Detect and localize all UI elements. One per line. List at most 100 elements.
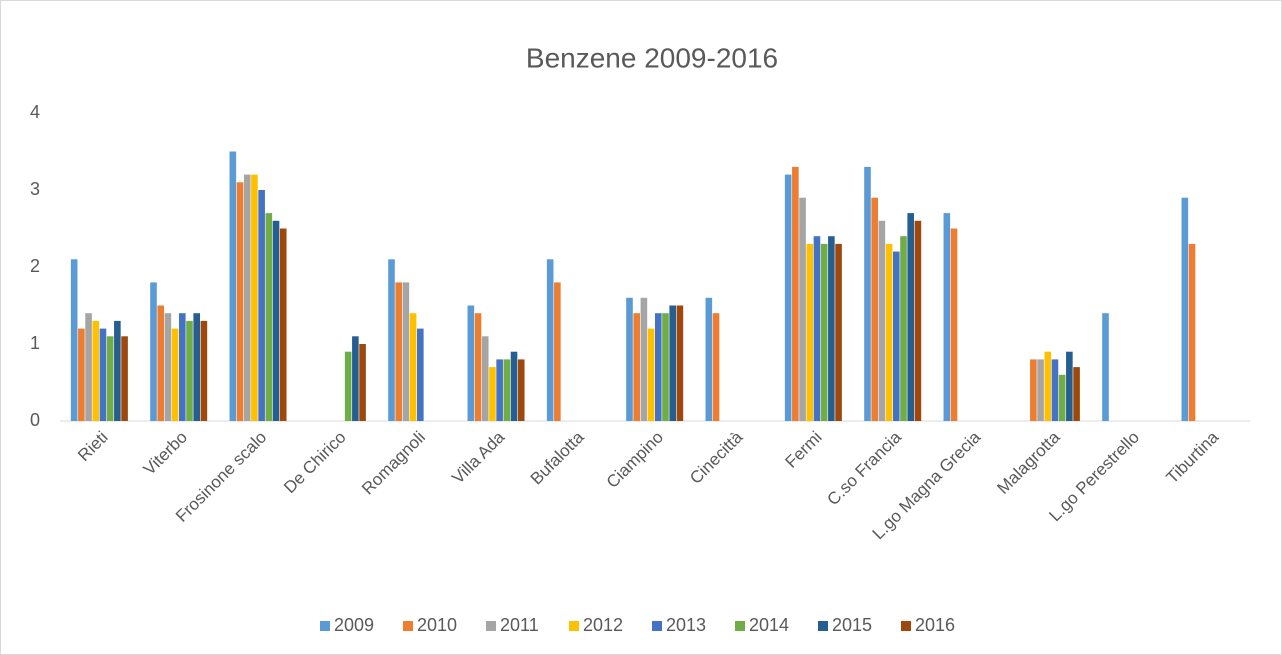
bar: [402, 282, 410, 421]
bar: [409, 313, 417, 421]
bar: [193, 313, 200, 421]
legend-swatch: [652, 621, 662, 631]
bar: [705, 297, 713, 421]
bar: [1188, 243, 1196, 421]
bar: [157, 305, 164, 421]
bar: [1051, 359, 1059, 421]
legend-swatch: [818, 621, 828, 631]
bar: [517, 359, 525, 421]
y-tick-label: 3: [30, 179, 40, 199]
legend-swatch: [486, 621, 496, 631]
bar: [179, 313, 186, 421]
bar: [914, 220, 922, 421]
bar: [820, 243, 828, 421]
bar: [655, 313, 662, 421]
bar: [121, 336, 128, 421]
legend-label: 2010: [417, 615, 457, 635]
legend-label: 2015: [832, 615, 872, 635]
legend-label: 2014: [749, 615, 789, 635]
bar: [885, 243, 893, 421]
bar: [878, 220, 886, 421]
bar: [669, 305, 676, 421]
bar: [1037, 359, 1044, 421]
legend-swatch: [901, 621, 911, 631]
bar: [279, 228, 287, 421]
bar: [893, 251, 900, 421]
bar: [792, 166, 799, 421]
legend-swatch: [569, 621, 579, 631]
legend-swatch: [735, 621, 745, 631]
bar: [164, 313, 172, 421]
bar: [813, 236, 821, 421]
bar: [489, 367, 496, 421]
bar: [352, 336, 359, 421]
y-tick-label: 1: [30, 333, 40, 353]
bar: [99, 328, 107, 421]
legend-label: 2013: [666, 615, 706, 635]
bar: [1058, 374, 1066, 421]
bar: [229, 151, 237, 421]
bar: [417, 328, 424, 421]
bar: [78, 328, 85, 421]
bar: [1102, 313, 1109, 421]
bar: [640, 297, 648, 421]
bar: [676, 305, 684, 421]
bar: [481, 336, 489, 421]
bar: [554, 282, 561, 421]
bar: [70, 259, 78, 421]
bar: [85, 313, 92, 421]
legend-label: 2012: [583, 615, 623, 635]
bar: [344, 351, 352, 421]
bar: [712, 313, 720, 421]
bar: [243, 174, 251, 421]
chart-title: Benzene 2009-2016: [526, 42, 778, 73]
bar: [1066, 351, 1073, 421]
bar: [186, 320, 193, 421]
bar: [799, 197, 806, 421]
legend-label: 2016: [915, 615, 955, 635]
bar: [496, 359, 503, 421]
legend-label: 2009: [334, 615, 374, 635]
bar: [467, 305, 475, 421]
bar: [251, 174, 258, 421]
bar: [265, 213, 273, 421]
bar: [1030, 359, 1037, 421]
bar: [907, 213, 914, 421]
bar: [1044, 351, 1052, 421]
bar: [647, 328, 655, 421]
bar: [828, 236, 835, 421]
bar: [864, 166, 871, 421]
bar: [474, 313, 482, 421]
bar: [236, 182, 244, 421]
bar: [871, 197, 878, 421]
y-tick-label: 2: [30, 256, 40, 276]
bar: [359, 344, 366, 421]
bar: [806, 243, 814, 421]
bar: [503, 359, 511, 421]
bar: [662, 313, 669, 421]
legend-swatch: [320, 621, 330, 631]
bar: [150, 282, 157, 421]
y-tick-label: 4: [30, 102, 40, 122]
bar: [114, 320, 121, 421]
bar: [106, 336, 114, 421]
legend-swatch: [403, 621, 413, 631]
bar: [510, 351, 518, 421]
bar: [92, 320, 100, 421]
bar: [943, 213, 951, 421]
y-tick-label: 0: [30, 410, 40, 430]
bar: [395, 282, 402, 421]
bar: [626, 297, 633, 421]
legend-label: 2011: [500, 615, 539, 635]
bar: [272, 220, 280, 421]
bar: [784, 174, 792, 421]
bar: [388, 259, 395, 421]
bar: [950, 228, 958, 421]
bar: [1181, 197, 1189, 421]
bar: [1073, 367, 1080, 421]
bar: [171, 328, 179, 421]
bar: [835, 243, 842, 421]
bar: [633, 313, 640, 421]
bar: [546, 259, 554, 421]
